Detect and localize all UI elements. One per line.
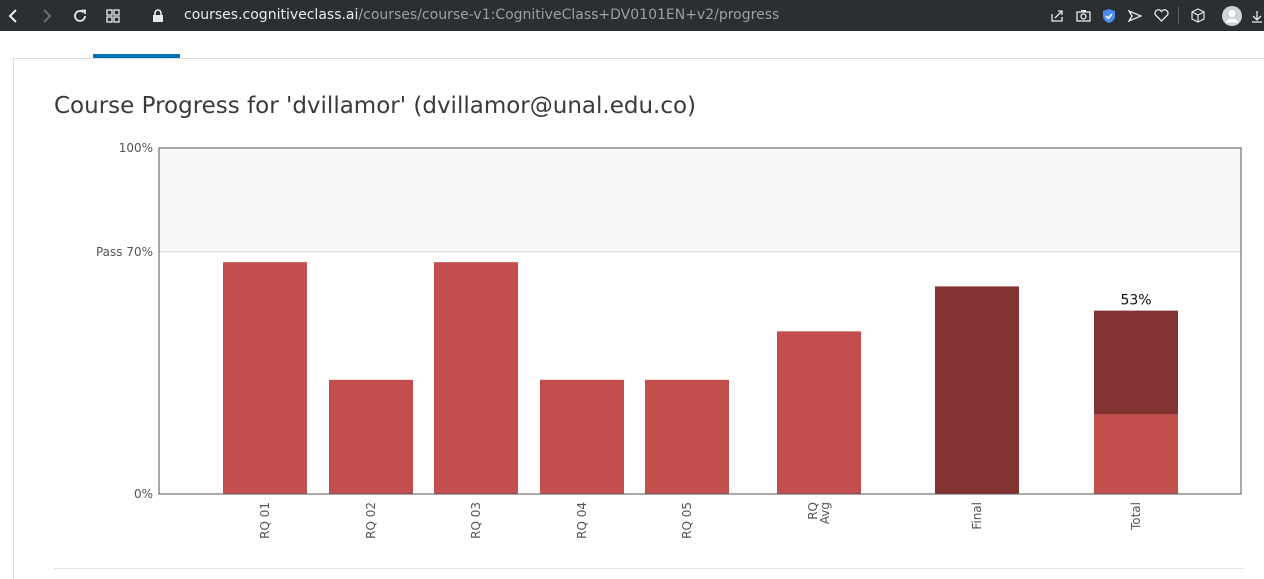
lock-icon[interactable] (152, 8, 164, 27)
x-tick-label: RQ 05 (680, 502, 694, 539)
url-host: courses.cognitiveclass.ai (184, 7, 359, 23)
plot-frame (158, 147, 1242, 495)
download-icon[interactable] (1250, 0, 1264, 31)
bar (434, 262, 518, 494)
bar (935, 286, 1019, 494)
divider (54, 568, 1244, 569)
bar (329, 379, 413, 494)
extension-cube-icon[interactable] (1188, 0, 1208, 31)
address-bar[interactable]: courses.cognitiveclass.ai/courses/course… (184, 6, 779, 24)
tab-grid-icon[interactable] (101, 0, 125, 31)
bar (223, 262, 307, 494)
x-tick-label: RQ 04 (575, 502, 589, 539)
y-tick-label: 0% (134, 487, 153, 501)
camera-icon[interactable] (1073, 0, 1093, 31)
y-tick-label: 100% (119, 141, 153, 155)
reload-icon[interactable] (68, 0, 92, 31)
back-arrow-icon[interactable] (2, 0, 24, 31)
bar-total-upper (1094, 310, 1178, 415)
page-title: Course Progress for 'dvillamor' (dvillam… (54, 93, 697, 119)
total-value-label: 53% (1120, 293, 1151, 309)
y-tick-label: Pass 70% (96, 245, 153, 259)
shield-icon[interactable] (1099, 0, 1119, 31)
x-tick-label: Total (1129, 502, 1143, 531)
url-path: /courses/course-v1:CognitiveClass+DV0101… (358, 7, 780, 23)
bar (645, 379, 729, 494)
x-tick-label: Final (970, 502, 984, 530)
share-icon[interactable] (1047, 0, 1067, 31)
x-tick-label: RQAvg (806, 502, 832, 524)
bar (540, 379, 624, 494)
browser-toolbar: courses.cognitiveclass.ai/courses/course… (0, 0, 1264, 31)
heart-icon[interactable] (1151, 0, 1171, 31)
pass-band (159, 148, 1241, 252)
bar-total-lower (1094, 414, 1178, 494)
avatar[interactable] (1220, 0, 1244, 31)
forward-arrow-icon[interactable] (36, 0, 58, 31)
toolbar-divider (1178, 7, 1179, 24)
progress-card (13, 58, 1264, 579)
x-tick-label: RQ 02 (364, 502, 378, 539)
x-tick-label: RQ 01 (258, 502, 272, 539)
bar (777, 331, 861, 494)
active-tab-indicator (93, 54, 180, 58)
send-icon[interactable] (1125, 0, 1145, 31)
x-tick-label: RQ 03 (469, 502, 483, 539)
